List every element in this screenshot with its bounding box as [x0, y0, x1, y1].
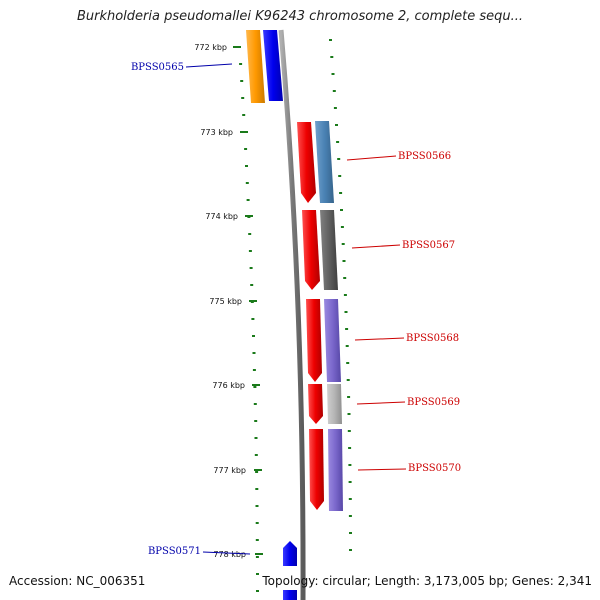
gene-cog-bar [246, 30, 265, 103]
gene-label: BPSS0568 [406, 333, 459, 344]
gene-label: BPSS0569 [407, 397, 460, 408]
gene-bpss0569[interactable]: BPSS0569 [308, 384, 460, 424]
gene-bpss0568[interactable]: BPSS0568 [306, 299, 459, 382]
gene-arrow [306, 299, 322, 382]
kbp-label: 772 kbp [194, 43, 227, 52]
accession-text: Accession: NC_006351 [9, 574, 146, 588]
gene-label: BPSS0565 [131, 62, 184, 73]
kbp-label: 775 kbp [209, 297, 242, 306]
gene-arrow [297, 122, 316, 203]
left-tick-marks [238, 46, 259, 592]
kbp-label: 773 kbp [200, 128, 233, 137]
gene-bpss0570[interactable]: BPSS0570 [309, 429, 461, 511]
gene-cog-bar [315, 121, 334, 203]
gene-label: BPSS0566 [398, 151, 451, 162]
gene-cog-bar [320, 210, 338, 290]
gene-bpss0565[interactable]: BPSS0565 [131, 30, 283, 103]
gene-arrow [302, 210, 320, 290]
kbp-label: 774 kbp [205, 212, 238, 221]
gene-bpss0571[interactable]: BPSS0571 [148, 541, 297, 600]
gene-label: BPSS0567 [402, 240, 455, 251]
gene-arrow [309, 429, 324, 510]
gene-label: BPSS0571 [148, 546, 201, 557]
gene-cog-bar [328, 429, 343, 511]
gene-cog-bar [324, 299, 341, 382]
kbp-label: 777 kbp [213, 466, 246, 475]
genome-stats-text: Topology: circular; Length: 3,173,005 bp… [262, 574, 592, 588]
gene-bpss0567[interactable]: BPSS0567 [302, 210, 455, 290]
map-title: Burkholderia pseudomallei K96243 chromos… [76, 9, 524, 24]
right-tick-marks [329, 39, 352, 551]
gene-cog-bar [327, 384, 342, 424]
gene-arrow [308, 384, 323, 424]
gene-label: BPSS0570 [408, 463, 461, 474]
gene-arrow [283, 541, 297, 566]
chromosome-backbone [278, 29, 306, 600]
gene-arrow [263, 30, 283, 101]
gene-bpss0566[interactable]: BPSS0566 [297, 121, 451, 203]
kbp-label: 778 kbp [213, 550, 246, 559]
gene-arrow-continued [283, 590, 297, 600]
kbp-label: 776 kbp [212, 381, 245, 390]
kbp-scale: 772 kbp 773 kbp 774 kbp 775 kbp 776 kbp … [194, 43, 263, 559]
